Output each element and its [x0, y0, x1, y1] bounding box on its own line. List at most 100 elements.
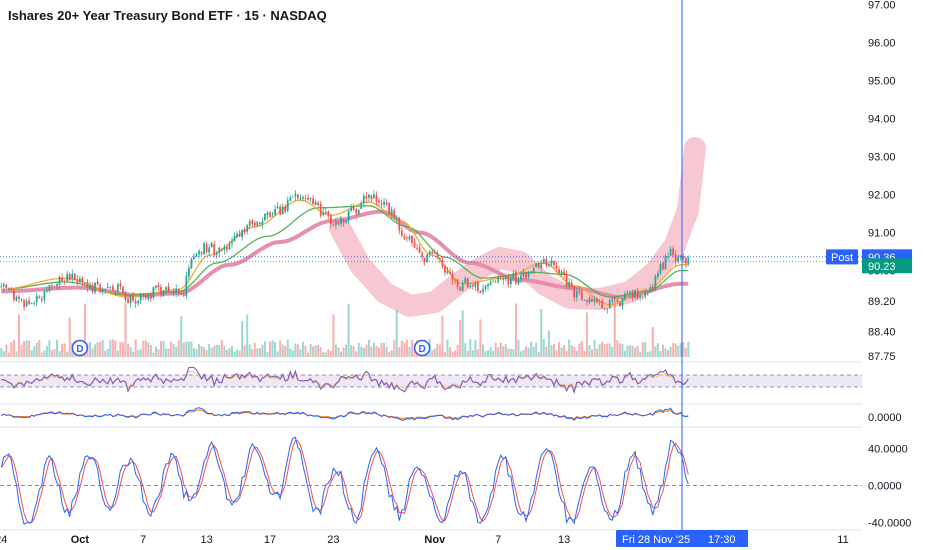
- volume-bar: [502, 346, 505, 357]
- candle-body: [616, 299, 619, 302]
- candle-body: [431, 251, 434, 254]
- stoch-axis-tick: 0.0000: [868, 480, 902, 492]
- volume-bar: [2, 351, 5, 357]
- volume-bar: [195, 349, 198, 357]
- price-axis[interactable]: [862, 0, 932, 550]
- candle-body: [40, 298, 43, 301]
- dividend-marker[interactable]: [413, 339, 431, 357]
- volume-bar: [395, 309, 398, 357]
- candle-body: [38, 296, 41, 299]
- candle-body: [193, 256, 195, 260]
- volume-bar: [497, 347, 500, 357]
- candle-body: [94, 282, 96, 293]
- volume-bar: [50, 350, 53, 357]
- volume-bar: [7, 352, 10, 357]
- candle-body: [162, 290, 165, 296]
- candle-body: [149, 293, 152, 299]
- candle-body: [403, 236, 406, 239]
- candle-body: [570, 282, 573, 288]
- volume-bar: [68, 317, 71, 357]
- candle-body: [66, 273, 69, 282]
- volume-bar: [519, 351, 523, 357]
- candle-body: [185, 275, 188, 296]
- volume-bar: [667, 350, 670, 357]
- volume-bar: [408, 346, 411, 357]
- candle-body: [324, 212, 327, 214]
- candle-body: [142, 294, 145, 296]
- candle-body: [231, 241, 233, 244]
- volume-bar: [121, 342, 124, 357]
- volume-bar: [436, 343, 439, 357]
- price-axis-tick: 94.00: [868, 114, 896, 126]
- volume-bar: [461, 310, 464, 357]
- volume-bar: [565, 350, 568, 357]
- candle-body: [299, 198, 302, 200]
- candle-body: [157, 285, 160, 288]
- candle-body: [454, 279, 456, 281]
- volume-bar: [512, 349, 515, 357]
- volume-bar: [573, 346, 576, 357]
- time-axis-tick: 13: [201, 534, 213, 546]
- candle-body: [327, 211, 330, 216]
- stoch-d-line: [0, 439, 689, 524]
- volume-bar: [304, 345, 307, 357]
- volume-bar: [677, 345, 680, 357]
- candle-body: [210, 242, 213, 248]
- candle-body: [644, 292, 647, 297]
- candle-body: [677, 256, 680, 263]
- volume-bar: [580, 341, 583, 357]
- crosshair-time-clock: 17:30: [708, 534, 736, 546]
- candle-body: [634, 289, 636, 298]
- volume-bar: [172, 344, 175, 357]
- volume-bar: [350, 345, 353, 357]
- candle-body: [548, 264, 550, 266]
- volume-bar: [149, 344, 152, 357]
- volume-bar: [661, 344, 664, 357]
- candle-body: [679, 255, 682, 258]
- volume-bar: [220, 340, 223, 357]
- volume-bar: [312, 346, 315, 357]
- volume-bar: [134, 339, 137, 357]
- candle-body: [119, 283, 122, 287]
- candle-body: [243, 229, 246, 233]
- volume-bar: [578, 343, 581, 357]
- volume-bar: [469, 339, 472, 357]
- candle-body: [81, 278, 84, 283]
- candle-body: [416, 247, 418, 249]
- candle-body: [428, 251, 431, 255]
- last-price-value: 90.23: [868, 261, 896, 273]
- volume-bar: [634, 347, 637, 357]
- volume-bar: [198, 344, 201, 357]
- volume-bar: [611, 346, 614, 357]
- candle-body: [646, 292, 649, 293]
- candle-body: [362, 195, 365, 203]
- dividend-marker[interactable]: [71, 339, 89, 357]
- volume-bar: [274, 342, 277, 357]
- volume-bar: [236, 349, 239, 357]
- volume-bar: [258, 348, 261, 357]
- candle-body: [659, 263, 662, 274]
- volume-bar: [111, 339, 114, 357]
- candle-body: [195, 254, 198, 257]
- candle-body: [114, 290, 117, 292]
- volume-bar: [263, 341, 266, 357]
- candle-body: [411, 235, 413, 243]
- candle-body: [241, 229, 244, 237]
- volume-bar: [10, 342, 13, 357]
- volume-bar: [294, 343, 297, 357]
- volume-bar: [550, 345, 553, 357]
- volume-bar: [537, 351, 540, 357]
- candle-body: [84, 283, 86, 285]
- candle-body: [284, 206, 287, 212]
- volume-bar: [517, 339, 520, 357]
- volume-bar: [177, 339, 180, 357]
- candle-body: [322, 212, 325, 215]
- candle-body: [515, 272, 517, 284]
- volume-bar: [459, 319, 462, 357]
- candle-body: [591, 298, 593, 302]
- volume-bar: [646, 351, 649, 357]
- candle-body: [568, 282, 571, 288]
- volume-bar: [542, 339, 545, 357]
- candle-body: [78, 278, 81, 283]
